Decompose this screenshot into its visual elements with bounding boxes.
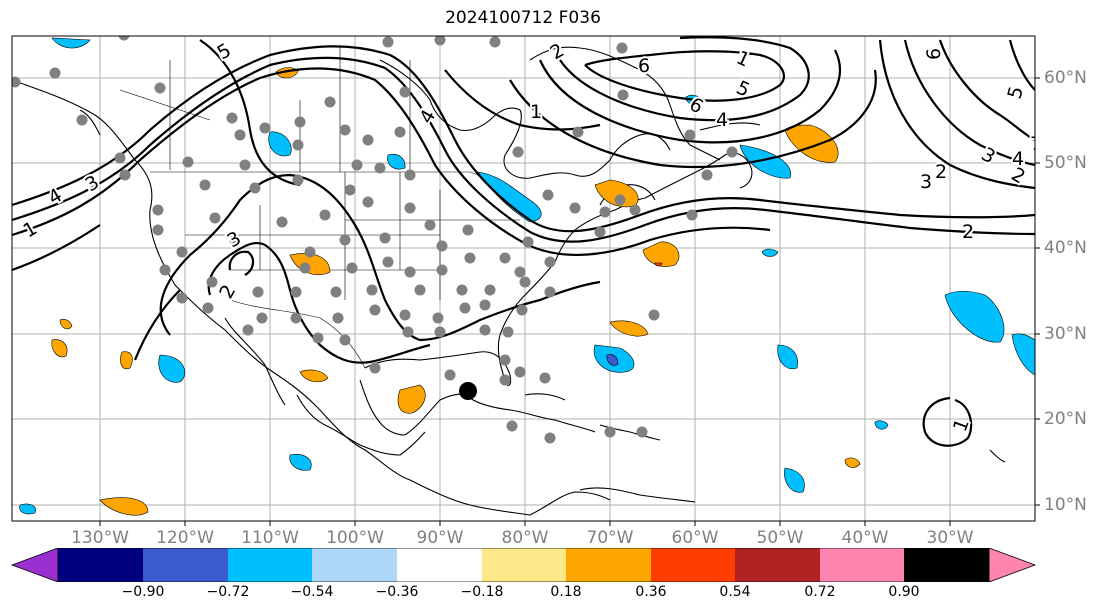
- colorbar-segment: [58, 548, 143, 582]
- colorbar-tick-label: 0.36: [635, 584, 667, 600]
- colorbar-segment: [735, 548, 820, 582]
- contour-label: 2: [935, 161, 947, 183]
- contour-label: 6: [638, 55, 650, 77]
- map-panel: 1 2 3 4 5 6 6 5 4 3 2 1 2 3 4 5 3 2 2 1 …: [11, 35, 1042, 526]
- colorbar-extend-high: [988, 548, 1037, 582]
- colorbar-tick-label: −0.72: [206, 584, 250, 600]
- lat-label: 50°N: [1044, 153, 1087, 173]
- colorbar-tick-label: −0.36: [375, 584, 419, 600]
- colorbar-tick-label: 0.54: [719, 584, 751, 600]
- lat-label: 60°N: [1044, 68, 1087, 88]
- map-title: 2024100712 F036: [445, 8, 601, 28]
- colorbar-segment: [397, 548, 482, 582]
- colorbar-segment: [651, 548, 735, 582]
- contour-label: 6: [923, 48, 945, 60]
- storm-center-marker: [459, 382, 477, 400]
- lon-label: 30°W: [926, 528, 974, 548]
- lon-label: 120°W: [156, 528, 214, 548]
- lon-label: 60°W: [671, 528, 719, 548]
- station-dots: [12, 36, 738, 444]
- colorbar-segment: [482, 548, 566, 582]
- lon-label: 40°W: [841, 528, 889, 548]
- colorbar-segment: [566, 548, 651, 582]
- lon-label: 110°W: [241, 528, 299, 548]
- lon-label: 80°W: [501, 528, 549, 548]
- colorbar-tick-label: −0.54: [290, 584, 334, 600]
- contour-label: 1: [530, 101, 542, 123]
- lat-label: 30°N: [1044, 324, 1087, 344]
- lat-label: 20°N: [1044, 409, 1087, 429]
- lon-label: 100°W: [326, 528, 384, 548]
- colorbar-tick-label: −0.18: [460, 584, 504, 600]
- colorbar-segment: [228, 548, 312, 582]
- colorbar-tick-label: 0.18: [550, 584, 582, 600]
- map-frame: [11, 35, 1036, 522]
- contour-label: 3: [920, 171, 932, 193]
- colorbar-tick-label: 0.72: [804, 584, 836, 600]
- lat-label: 40°N: [1044, 238, 1087, 258]
- colorbar: [10, 548, 1037, 582]
- colorbar-tick-label: −0.90: [121, 584, 165, 600]
- contour-label: 4: [1012, 148, 1024, 170]
- contour-label: 2: [962, 221, 974, 243]
- lon-label: 90°W: [416, 528, 464, 548]
- contour-label: 4: [716, 109, 728, 131]
- colorbar-segment: [143, 548, 228, 582]
- lon-label: 130°W: [71, 528, 129, 548]
- lat-label: 10°N: [1044, 495, 1087, 515]
- contour-lines: [12, 36, 1035, 447]
- lon-label: 50°W: [756, 528, 804, 548]
- colorbar-segment: [904, 548, 989, 582]
- lon-label: 70°W: [586, 528, 634, 548]
- colorbar-tick-label: 0.90: [888, 584, 920, 600]
- colorbar-extend-low: [10, 548, 59, 582]
- colorbar-segment: [820, 548, 904, 582]
- contour-label: 7: [1030, 133, 1042, 155]
- colorbar-segment: [312, 548, 397, 582]
